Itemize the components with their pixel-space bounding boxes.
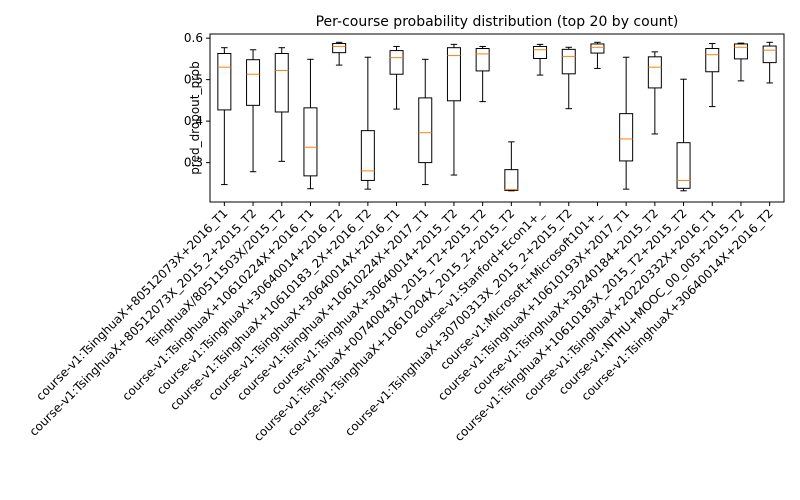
box-iqr [762, 45, 777, 64]
box-iqr [274, 52, 289, 113]
x-axis: course-v1:TsinghuaX+80512073X+2016_T1cou… [27, 202, 776, 444]
box-iqr [389, 50, 404, 75]
y-axis-label: pred_dropout_prob [188, 61, 202, 174]
box-16 [647, 51, 662, 135]
box-2 [246, 49, 261, 173]
y-tick-label: 0.5 [184, 73, 203, 87]
box-1 [217, 47, 232, 186]
box-11 [504, 141, 519, 192]
y-tick-label: 0.6 [184, 31, 203, 45]
plot-frame [209, 33, 785, 203]
box-4 [303, 58, 318, 190]
box-iqr [647, 56, 662, 89]
box-iqr [303, 107, 318, 177]
chart-title: Per-course probability distribution (top… [316, 14, 679, 30]
box-15 [619, 56, 634, 190]
box-iqr [676, 142, 691, 189]
box-iqr [590, 43, 605, 54]
box-18 [705, 43, 720, 108]
plot-area [217, 41, 777, 192]
box-13 [561, 46, 576, 110]
box-iqr [561, 48, 576, 75]
y-axis: 0.3 0.4 0.5 0.6 [184, 31, 210, 170]
box-6 [360, 56, 375, 190]
box-5 [332, 41, 347, 66]
box-iqr [360, 130, 375, 181]
y-tick-label: 0.4 [184, 114, 203, 128]
box-iqr [619, 113, 634, 162]
box-iqr [446, 47, 461, 102]
box-10 [475, 45, 490, 103]
box-9 [446, 43, 461, 176]
box-14 [590, 41, 605, 69]
box-iqr [217, 52, 232, 111]
box-iqr [332, 43, 347, 54]
box-12 [533, 43, 548, 76]
box-iqr [705, 48, 720, 73]
box-17 [676, 78, 691, 192]
box-19 [733, 42, 748, 82]
box-iqr [418, 97, 433, 164]
box-iqr [504, 169, 519, 191]
box-7 [389, 45, 404, 110]
box-iqr [533, 45, 548, 59]
box-iqr [475, 48, 490, 72]
box-iqr [733, 43, 748, 60]
box-3 [274, 47, 289, 162]
y-tick-label: 0.3 [184, 156, 203, 170]
box-iqr [246, 59, 261, 106]
box-8 [418, 58, 433, 186]
box-20 [762, 41, 777, 84]
